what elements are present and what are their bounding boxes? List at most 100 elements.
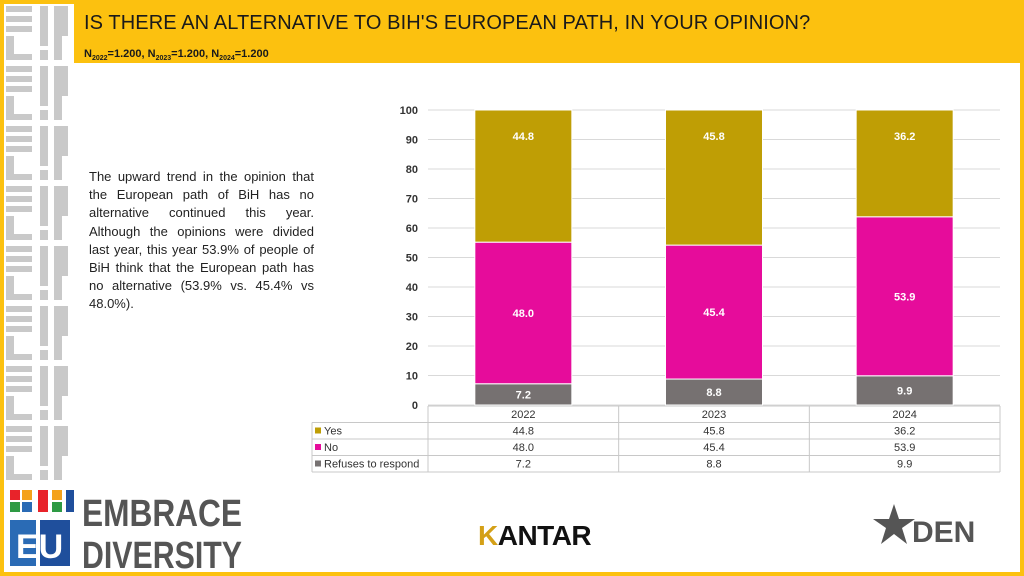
- y-tick-label: 10: [406, 371, 418, 383]
- table-cell: 48.0: [513, 442, 534, 454]
- pattern-block: [40, 350, 48, 360]
- bar-segment: [855, 375, 954, 406]
- pattern-block: [40, 186, 48, 226]
- data-label: 53.9: [894, 291, 915, 303]
- pattern-block: [54, 306, 62, 360]
- data-label: 36.2: [894, 131, 915, 143]
- pattern-block: [6, 366, 32, 372]
- pattern-block: [40, 50, 48, 60]
- legend-swatch: [315, 460, 321, 467]
- bar-segment: [855, 216, 954, 377]
- pattern-block: [62, 126, 68, 156]
- pattern-block: [6, 76, 32, 82]
- pattern-block: [6, 114, 32, 120]
- x-category-label: 2024: [892, 409, 916, 421]
- x-category-label: 2023: [702, 409, 726, 421]
- pattern-block: [40, 126, 48, 166]
- table-cell: 45.4: [703, 442, 724, 454]
- legend-swatch: [315, 427, 321, 434]
- pattern-block: [40, 230, 48, 240]
- pattern-block: [6, 306, 32, 312]
- table-cell: 9.9: [897, 459, 912, 471]
- pattern-block: [6, 186, 32, 192]
- pattern-block: [6, 36, 14, 60]
- data-label: 48.0: [513, 308, 534, 320]
- pattern-block: [62, 6, 68, 36]
- bar-segment: [855, 109, 954, 218]
- pattern-block: [40, 6, 48, 46]
- pattern-block: [6, 16, 32, 22]
- kantar-rest: ANTAR: [497, 520, 592, 551]
- pattern-block: [6, 6, 32, 12]
- pattern-block: [62, 366, 68, 396]
- logo-eu-text: EU: [16, 528, 63, 566]
- logo-embrace-text: EMBRACE: [82, 493, 242, 535]
- pattern-block: [6, 146, 32, 152]
- pattern-block: [6, 156, 14, 180]
- header-bar: IS THERE AN ALTERNATIVE TO BIH'S EUROPEA…: [74, 0, 1024, 63]
- pattern-block: [40, 470, 48, 480]
- pattern-block: [62, 306, 68, 336]
- legend-label: No: [324, 442, 338, 454]
- pattern-block: [54, 66, 62, 120]
- pattern-block: [54, 426, 62, 480]
- legend-swatch: [315, 444, 321, 450]
- y-tick-label: 80: [406, 164, 418, 176]
- bar-segment: [474, 109, 573, 243]
- pattern-block: [6, 294, 32, 300]
- y-tick-label: 90: [406, 135, 418, 147]
- pattern-block: [6, 96, 14, 120]
- pattern-block: [54, 366, 62, 420]
- description-text: The upward trend in the opinion that the…: [89, 169, 314, 312]
- table-cell: 36.2: [894, 426, 915, 438]
- pattern-block: [40, 170, 48, 180]
- pattern-block: [6, 26, 32, 32]
- data-label: 7.2: [516, 389, 531, 401]
- pattern-block: [6, 436, 32, 442]
- y-tick-label: 20: [406, 341, 418, 353]
- data-label: 45.4: [703, 307, 725, 319]
- den-text: DEN: [912, 516, 975, 549]
- pattern-block: [6, 86, 32, 92]
- pattern-block: [6, 234, 32, 240]
- data-label: 9.9: [897, 385, 912, 397]
- pattern-block: [6, 196, 32, 202]
- pattern-block: [6, 336, 14, 360]
- y-tick-label: 60: [406, 223, 418, 235]
- table-cell: 44.8: [513, 426, 534, 438]
- y-tick-label: 70: [406, 194, 418, 206]
- sample-2024: N2024=1.200: [211, 48, 269, 63]
- den-star-icon: [873, 504, 915, 544]
- bar-segment: [665, 109, 763, 246]
- pattern-block: [6, 126, 32, 132]
- bih-eu-pattern: [6, 6, 68, 480]
- legend-label: Yes: [324, 426, 342, 438]
- kantar-logo: KANTAR: [478, 520, 592, 552]
- pattern-block: [6, 414, 32, 420]
- pattern-block: [62, 426, 68, 456]
- data-label: 44.8: [513, 131, 534, 143]
- table-cell: 8.8: [706, 459, 721, 471]
- pattern-block: [6, 376, 32, 382]
- pattern-block: [40, 306, 48, 346]
- pattern-block: [40, 410, 48, 420]
- pattern-block: [40, 426, 48, 466]
- y-tick-label: 40: [406, 282, 418, 294]
- table-cell: 7.2: [516, 459, 531, 471]
- legend-label: Refuses to respond: [324, 459, 419, 471]
- kantar-k: K: [478, 520, 498, 551]
- sample-2022: N2022=1.200,: [84, 48, 148, 63]
- den-logo: DEN: [873, 504, 975, 549]
- pattern-block: [6, 426, 32, 432]
- y-tick-label: 50: [406, 253, 418, 265]
- pattern-block: [54, 126, 62, 180]
- pattern-block: [40, 366, 48, 406]
- pattern-block: [40, 246, 48, 286]
- pattern-block: [6, 136, 32, 142]
- y-tick-label: 30: [406, 312, 418, 324]
- sample-2023: N2023=1.200,: [147, 48, 212, 63]
- pattern-block: [6, 206, 32, 212]
- pattern-block: [40, 290, 48, 300]
- pattern-block: [6, 354, 32, 360]
- y-tick-label: 100: [400, 105, 418, 117]
